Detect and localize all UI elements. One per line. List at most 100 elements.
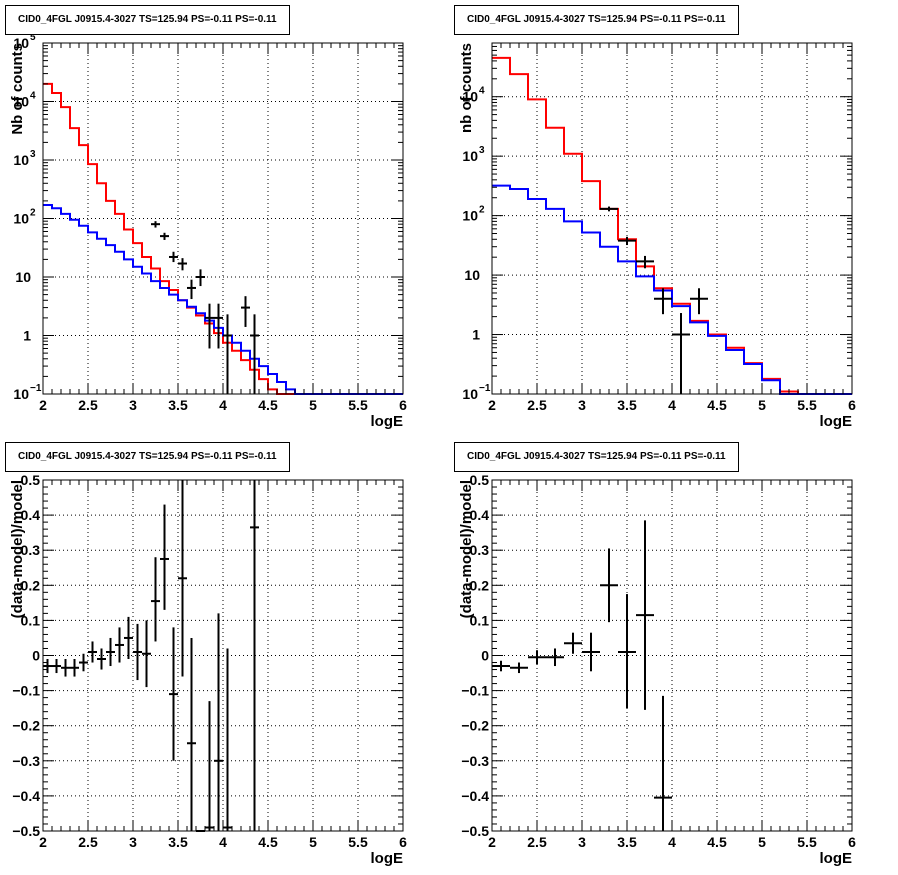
x-tick-label: 2.5 [78,834,98,850]
y-tick-label: 10 [13,211,29,227]
data-point [250,480,259,831]
y-tick-label: −0.4 [461,788,489,804]
y-tick-label: −0.1 [461,683,489,699]
data-point [672,313,690,394]
x-tick-label: 4 [219,397,227,413]
data-point [223,314,232,394]
x-tick-label: 4 [219,834,227,850]
data-point [690,288,708,315]
counts-panel-right: 2 2.5 3 3.5 4 4.5 5 5.5 6 logE 10 −1 1 10 10 2 10 3 10 4 nb … [449,0,898,437]
data-point [187,637,196,831]
data-point [205,303,214,349]
data-point [582,632,600,672]
y-tick-label: −0.5 [461,823,489,839]
x-tick-label: 3.5 [168,397,188,413]
y-tick-label: −0.3 [12,753,40,769]
y-tick-label: 0.5 [470,472,490,488]
x-axis-label: logE [820,850,853,867]
data-point [61,659,70,677]
data-point [600,548,618,623]
data-point [106,637,115,667]
data-point [546,648,564,667]
y-tick-label: −0.2 [461,718,489,734]
data-point [600,206,618,212]
y-tick-label: 0.2 [470,577,490,593]
counts-panel-left: 2 2.5 3 3.5 4 4.5 5 5.5 6 logE 10 −1 1 10 10 2 10 3 10 4 10 5… [0,0,449,437]
x-tick-label: 5 [758,834,766,850]
y-axis-label: (data-model)/model [9,480,26,618]
x-tick-label: 3.5 [168,834,188,850]
y-tick-label: 1 [23,328,31,344]
data-point [43,659,52,674]
y-tick-label: 10 [464,267,480,283]
y-tick-label: 10 [13,386,29,402]
data-point [654,695,672,831]
y-tick-label: −0.4 [12,788,40,804]
y-axis-label: nb of counts [458,43,475,133]
residual-chart-right: 2 2.5 3 3.5 4 4.5 5 5.5 6logE−0.5−0.4−0.3−0.2−0.… [458,472,856,867]
x-tick-label: 3 [129,397,137,413]
data-point [169,627,178,761]
model-series-background [492,184,852,395]
residual-panel-left: 2 2.5 3 3.5 4 4.5 5 5.5 6 logE −0.5 −0.4 −0.3 −0.2 −0.… [0,437,449,874]
data-point [636,520,654,710]
y-tick-label: 10 [13,152,29,168]
x-tick-label: 2.5 [527,834,547,850]
x-tick-label: 4 [668,834,676,850]
data-point [214,613,223,831]
x-tick-label: 5.5 [348,397,368,413]
residual-panel-right: 2 2.5 3 3.5 4 4.5 5 5.5 6 logE −0.5 −0.4 −0.3 −0.2 −0.… [449,437,898,874]
y-tick-label: 10 [462,386,478,402]
y-tick-exponent: −1 [479,383,491,394]
y-tick-exponent: 3 [479,145,485,156]
y-tick-label: 10 [462,208,478,224]
y-axis: −0.5 −0.4 −0.3 −0.2 −0.1 0 0.1 0.2 0.3 0.4 0.5(dat… [9,472,403,839]
data-points [43,480,259,832]
y-tick-label: 0.5 [21,472,41,488]
x-tick-label: 4.5 [258,397,278,413]
data-point [178,258,187,271]
data-points [600,206,708,394]
data-point [160,232,169,240]
y-tick-label: −0.1 [12,683,40,699]
y-tick-exponent: 2 [30,208,36,219]
y-axis-label: (data-model)/model [458,480,475,618]
x-tick-label: 6 [399,834,407,850]
x-tick-label: 6 [848,397,856,413]
data-point [178,480,187,677]
data-point [52,659,61,674]
y-tick-label: 0.3 [470,542,490,558]
model-series-total [492,56,852,395]
y-tick-label: 0.1 [21,612,41,628]
data-point [115,627,124,663]
data-point [187,279,196,300]
data-point [151,557,160,642]
data-point [88,641,97,663]
data-point [618,594,636,709]
y-axis: −0.5 −0.4 −0.3 −0.2 −0.1 0 0.1 0.2 0.3 0.4 0.5(dat… [458,472,852,839]
x-tick-label: 5.5 [348,834,368,850]
x-tick-label: 3 [578,397,586,413]
x-axis-label: logE [820,413,853,430]
data-point [151,221,160,228]
x-tick-label: 2 [488,834,496,850]
x-tick-label: 2 [39,397,47,413]
x-tick-label: 3 [129,834,137,850]
grid-lines [43,480,403,831]
data-point [492,660,510,672]
data-point [528,650,546,665]
data-points [492,520,672,831]
x-tick-label: 5 [309,397,317,413]
x-tick-label: 5.5 [797,397,817,413]
data-point [133,623,142,681]
y-tick-label: 10 [13,35,29,51]
y-tick-label: 0.2 [21,577,41,593]
x-tick-label: 2.5 [527,397,547,413]
x-tick-label: 4.5 [707,834,727,850]
data-points [151,221,259,394]
x-tick-label: 2.5 [78,397,98,413]
